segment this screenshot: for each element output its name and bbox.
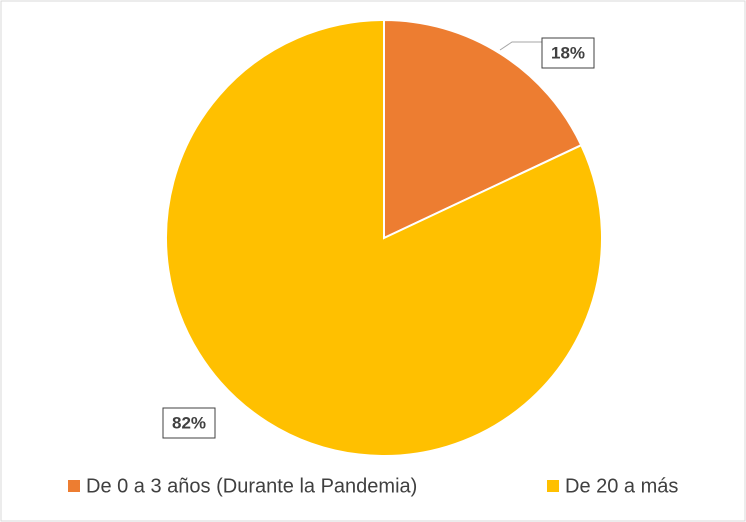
legend-swatch: [68, 480, 80, 492]
data-label-box: [541, 37, 595, 69]
leader-line: [499, 41, 543, 51]
legend-label: De 20 a más: [565, 475, 678, 497]
pie-slice: [165, 18, 603, 457]
legend-swatch: [547, 480, 559, 492]
pie-slice: [383, 18, 583, 240]
data-label: 82%: [172, 413, 206, 432]
data-label: 18%: [551, 43, 585, 62]
legend-label: De 0 a 3 años (Durante la Pandemia): [86, 475, 417, 497]
data-label-box: [162, 407, 216, 439]
